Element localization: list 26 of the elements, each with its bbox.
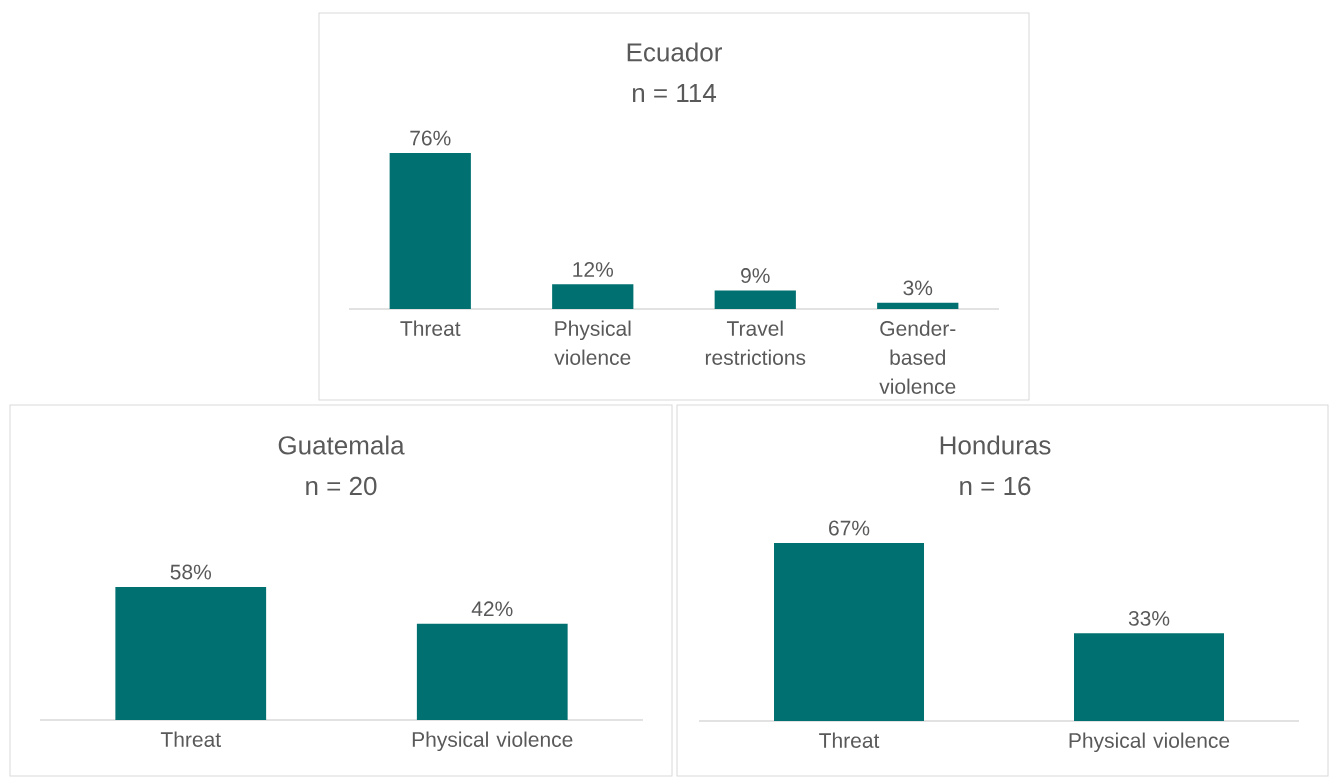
data-label: 3%: [903, 280, 933, 296]
x-tick-label: Threat: [819, 732, 880, 748]
x-tick-label: Threat: [400, 320, 461, 336]
data-label: 9%: [741, 268, 770, 283]
chart-title: Ecuador: [627, 42, 722, 62]
data-label: 67%: [829, 520, 870, 536]
x-tick-label: Travel restrictions: [705, 320, 806, 365]
data-label: 76%: [410, 130, 451, 146]
x-tick-label: Gender-based violence: [879, 320, 956, 394]
data-label: 12%: [573, 262, 614, 277]
bar: [389, 153, 471, 309]
chart-title: Honduras: [940, 435, 1051, 455]
x-tick-label: Physical violence: [1069, 732, 1230, 753]
data-label: 33%: [1128, 610, 1170, 626]
x-tick-label: Threat: [160, 731, 221, 747]
data-label: 58%: [170, 564, 212, 580]
chart-subtitle: n = 20: [306, 476, 377, 496]
bar: [552, 284, 634, 309]
chart-subtitle: n = 16: [960, 476, 1031, 496]
data-label: 42%: [471, 601, 513, 617]
bar: [714, 290, 796, 309]
chart-title: Guatemala: [278, 435, 405, 455]
chart-subtitle: n = 114: [632, 84, 717, 102]
x-tick-label: Physical violence: [554, 320, 631, 365]
bar: [877, 302, 959, 309]
x-tick-label: Physical violence: [412, 731, 573, 752]
